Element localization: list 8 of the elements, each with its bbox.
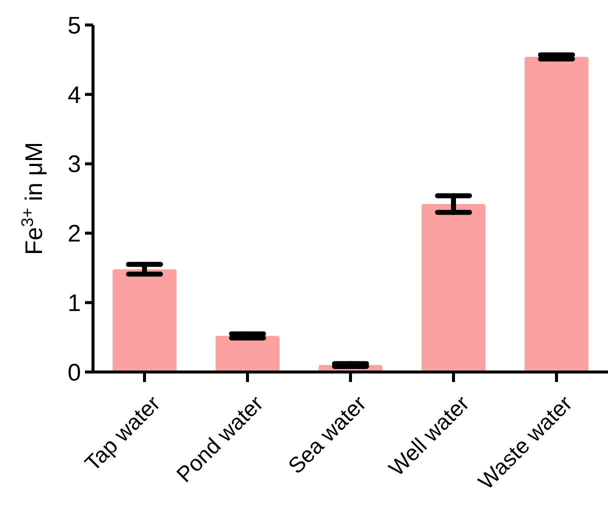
- bar: [112, 269, 176, 372]
- y-tick-label: 4: [68, 82, 81, 109]
- y-tick-label: 0: [68, 359, 81, 386]
- y-tick-label: 2: [68, 220, 81, 248]
- y-tick-label: 5: [68, 12, 81, 40]
- y-tick-label: 1: [68, 290, 81, 317]
- bar: [422, 204, 486, 372]
- y-tick-label: 3: [68, 151, 81, 178]
